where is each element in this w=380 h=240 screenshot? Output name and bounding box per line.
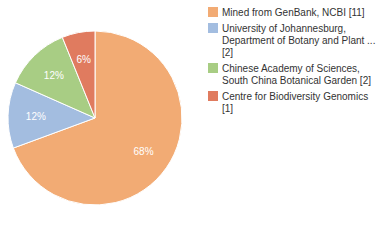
legend-label: University of Johannesburg, Department o… (222, 23, 378, 58)
legend-label: Mined from GenBank, NCBI [11] (222, 7, 365, 18)
chart: 68% 12% 12% 6% Mined from GenBank, NCBI [11]… (0, 0, 380, 240)
legend-label: Centre for Biodiversity Genomics [1] (222, 91, 371, 114)
legend-swatch (208, 23, 218, 33)
legend-swatch (208, 63, 218, 73)
data-labels: 68% 12% 12% 6% (26, 54, 154, 157)
data-label: 68% (134, 146, 154, 157)
data-label: 12% (26, 111, 46, 122)
pie-slice (13, 31, 182, 205)
data-label: 6% (76, 54, 91, 65)
legend-label: Chinese Academy of Sciences, South China… (222, 63, 371, 86)
legend-swatch (208, 7, 218, 17)
pie-slice (62, 31, 95, 118)
data-label: 12% (44, 70, 64, 81)
legend-swatch (208, 91, 218, 101)
pie (8, 31, 182, 205)
legend: Mined from GenBank, NCBI [11] University … (208, 7, 378, 114)
